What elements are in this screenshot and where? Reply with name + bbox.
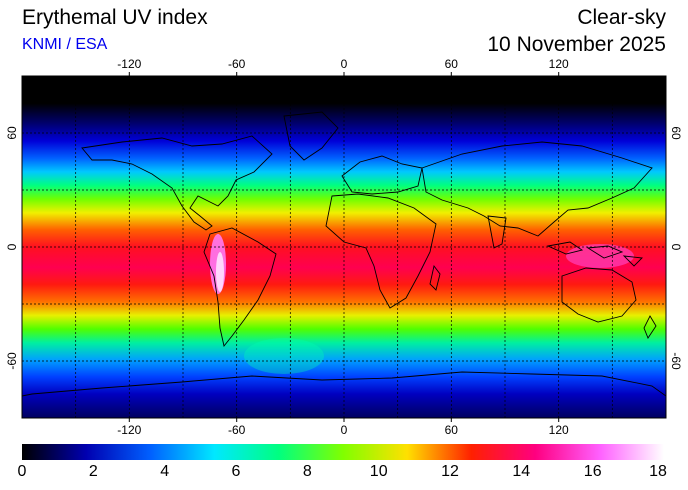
lat-tick-left: 0 [5, 243, 19, 250]
coastlines [22, 111, 666, 418]
graticule [22, 76, 666, 418]
lat-tick-left: 60 [5, 126, 19, 140]
page-title: Erythemal UV index [22, 6, 208, 29]
lat-tick-right: 60 [669, 126, 683, 140]
colorbar-label: 16 [583, 463, 602, 480]
lon-tick-bottom: -60 [228, 423, 246, 437]
colorbar-label: 6 [231, 463, 241, 480]
lon-tick-top: 60 [445, 57, 459, 71]
lat-tick-right: 0 [669, 244, 683, 251]
uv-colorbar [22, 444, 664, 460]
uv-index-map: -120 -60 0 60 120 -120 -60 0 60 120 60 0… [5, 57, 683, 437]
colorbar-label: 12 [441, 463, 459, 480]
lon-tick-bottom: -120 [117, 423, 141, 437]
lon-tick-top: -120 [117, 57, 141, 71]
lon-tick-bottom: 120 [549, 423, 569, 437]
condition-label: Clear-sky [577, 6, 666, 29]
colorbar-label: 4 [160, 463, 170, 480]
colorbar-label: 8 [302, 463, 312, 480]
colorbar-label: 10 [369, 463, 388, 480]
colorbar-label: 14 [512, 463, 531, 480]
lon-tick-bottom: 60 [445, 423, 459, 437]
colorbar-label: 0 [17, 463, 27, 480]
lat-tick-right: -60 [669, 352, 683, 370]
lon-tick-top: -60 [228, 57, 246, 71]
colorbar-label: 18 [649, 463, 667, 480]
lon-tick-bottom: 0 [341, 423, 348, 437]
lon-tick-top: 120 [549, 57, 569, 71]
source-label: KNMI / ESA [22, 36, 108, 53]
lat-tick-left: -60 [5, 352, 19, 370]
colorbar-label: 2 [88, 463, 98, 480]
date-label: 10 November 2025 [487, 33, 666, 56]
lon-tick-top: 0 [341, 57, 348, 71]
